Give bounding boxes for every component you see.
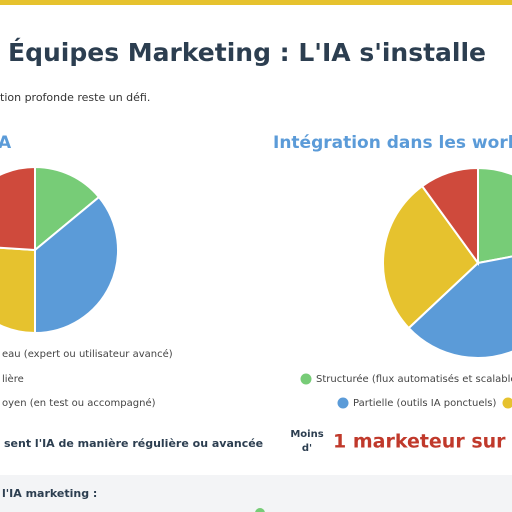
prefix-box: Moins d' <box>290 429 324 454</box>
pie-slice <box>382 184 480 330</box>
pie-slice <box>477 166 512 265</box>
note: sent l'IA de manière régulière ou avancé… <box>4 437 263 450</box>
pie-slice <box>407 255 512 359</box>
subtitle: tion profonde reste un défi. <box>0 91 150 104</box>
legend-swatch <box>337 397 349 409</box>
highlight: 1 marketeur sur 5 <box>333 431 512 453</box>
legend-swatch <box>502 397 512 409</box>
legend-swatch <box>300 373 312 385</box>
top-bar <box>0 0 512 5</box>
prefix: Moins d' <box>290 429 324 454</box>
section-bg <box>0 475 512 512</box>
decor-dot <box>255 508 265 512</box>
chart-title: Intégration dans les workfl <box>273 133 512 153</box>
page-title: Équipes Marketing : L'IA s'installe <box>8 38 486 67</box>
legend-label: oyen (en test ou accompagné) <box>2 397 156 409</box>
pie-slice <box>34 165 101 253</box>
legend-label: eau (expert ou utilisateur avancé) <box>2 348 173 360</box>
pie-slice <box>0 165 36 252</box>
chart-title: A <box>0 133 12 153</box>
pie-slice <box>0 246 36 335</box>
legend-label: Structurée (flux automatisés et scalable… <box>316 373 512 385</box>
legend-label: Partielle (outils IA ponctuels) <box>353 398 496 409</box>
section-title: l'IA marketing : <box>2 487 97 500</box>
pie-slice <box>34 195 119 335</box>
legend-label: lière <box>2 373 24 385</box>
pie-slice <box>420 166 479 267</box>
